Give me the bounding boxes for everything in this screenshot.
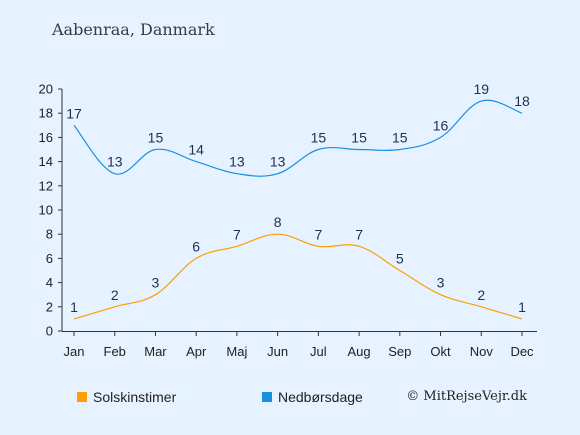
series-line-0: [73, 233, 523, 320]
y-tick-label: 0: [46, 324, 53, 339]
legend-item-sunshine: Solskinstimer: [77, 389, 176, 405]
data-label: 1: [518, 299, 526, 315]
y-tick-label: 16: [39, 130, 53, 145]
data-label: 15: [311, 130, 327, 146]
data-label: 1: [70, 299, 78, 315]
x-tick-label: Feb: [104, 344, 126, 359]
legend-swatch-rain-days: [262, 392, 272, 402]
data-label: 15: [351, 130, 367, 146]
data-label: 2: [477, 287, 485, 303]
y-tick-label: 10: [39, 203, 53, 218]
y-tick-label: 14: [39, 154, 53, 169]
data-label: 3: [437, 275, 445, 291]
x-tick-label: Okt: [430, 344, 451, 359]
y-tick-label: 2: [46, 299, 53, 314]
x-tick-label: Aug: [348, 344, 371, 359]
data-label: 13: [229, 154, 245, 170]
legend-swatch-sunshine: [77, 392, 87, 402]
data-label: 16: [433, 117, 449, 133]
x-tick-label: Jan: [64, 344, 85, 359]
x-tick-label: Nov: [470, 344, 494, 359]
y-tick-label: 20: [39, 82, 53, 97]
series-line-1: [73, 99, 523, 177]
x-tick-label: Maj: [226, 344, 247, 359]
legend-label-rain-days: Nedbørsdage: [278, 389, 363, 405]
y-tick-label: 8: [46, 227, 53, 242]
x-tick-label: Apr: [186, 344, 207, 359]
data-label: 7: [314, 226, 322, 242]
data-label: 6: [192, 238, 200, 254]
data-label: 15: [148, 130, 164, 146]
x-tick-label: Sep: [388, 344, 411, 359]
chart-title: Aabenraa, Danmark: [52, 20, 215, 39]
data-label: 8: [274, 214, 282, 230]
data-label: 15: [392, 130, 408, 146]
data-label: 7: [355, 226, 363, 242]
y-tick-label: 4: [46, 275, 53, 290]
legend-label-sunshine: Solskinstimer: [93, 389, 177, 405]
y-tick-label: 6: [46, 251, 53, 266]
data-label: 14: [188, 142, 204, 158]
legend-item-rain-days: Nedbørsdage: [262, 389, 363, 405]
data-label: 7: [233, 226, 241, 242]
credit: © MitRejseVejr.dk: [406, 389, 527, 404]
data-label: 2: [111, 287, 119, 303]
data-label: 13: [107, 154, 123, 170]
data-label: 3: [152, 275, 160, 291]
x-tick-label: Jun: [267, 344, 288, 359]
x-tick-label: Jul: [310, 344, 327, 359]
x-tick-label: Mar: [144, 344, 167, 359]
data-label: 13: [270, 154, 286, 170]
data-label: 17: [66, 105, 82, 121]
y-tick-label: 12: [39, 178, 53, 193]
y-tick-label: 18: [39, 106, 53, 121]
data-label: 5: [396, 251, 404, 267]
data-label: 18: [514, 93, 530, 109]
x-tick-label: Dec: [510, 344, 534, 359]
data-label: 19: [473, 81, 489, 97]
